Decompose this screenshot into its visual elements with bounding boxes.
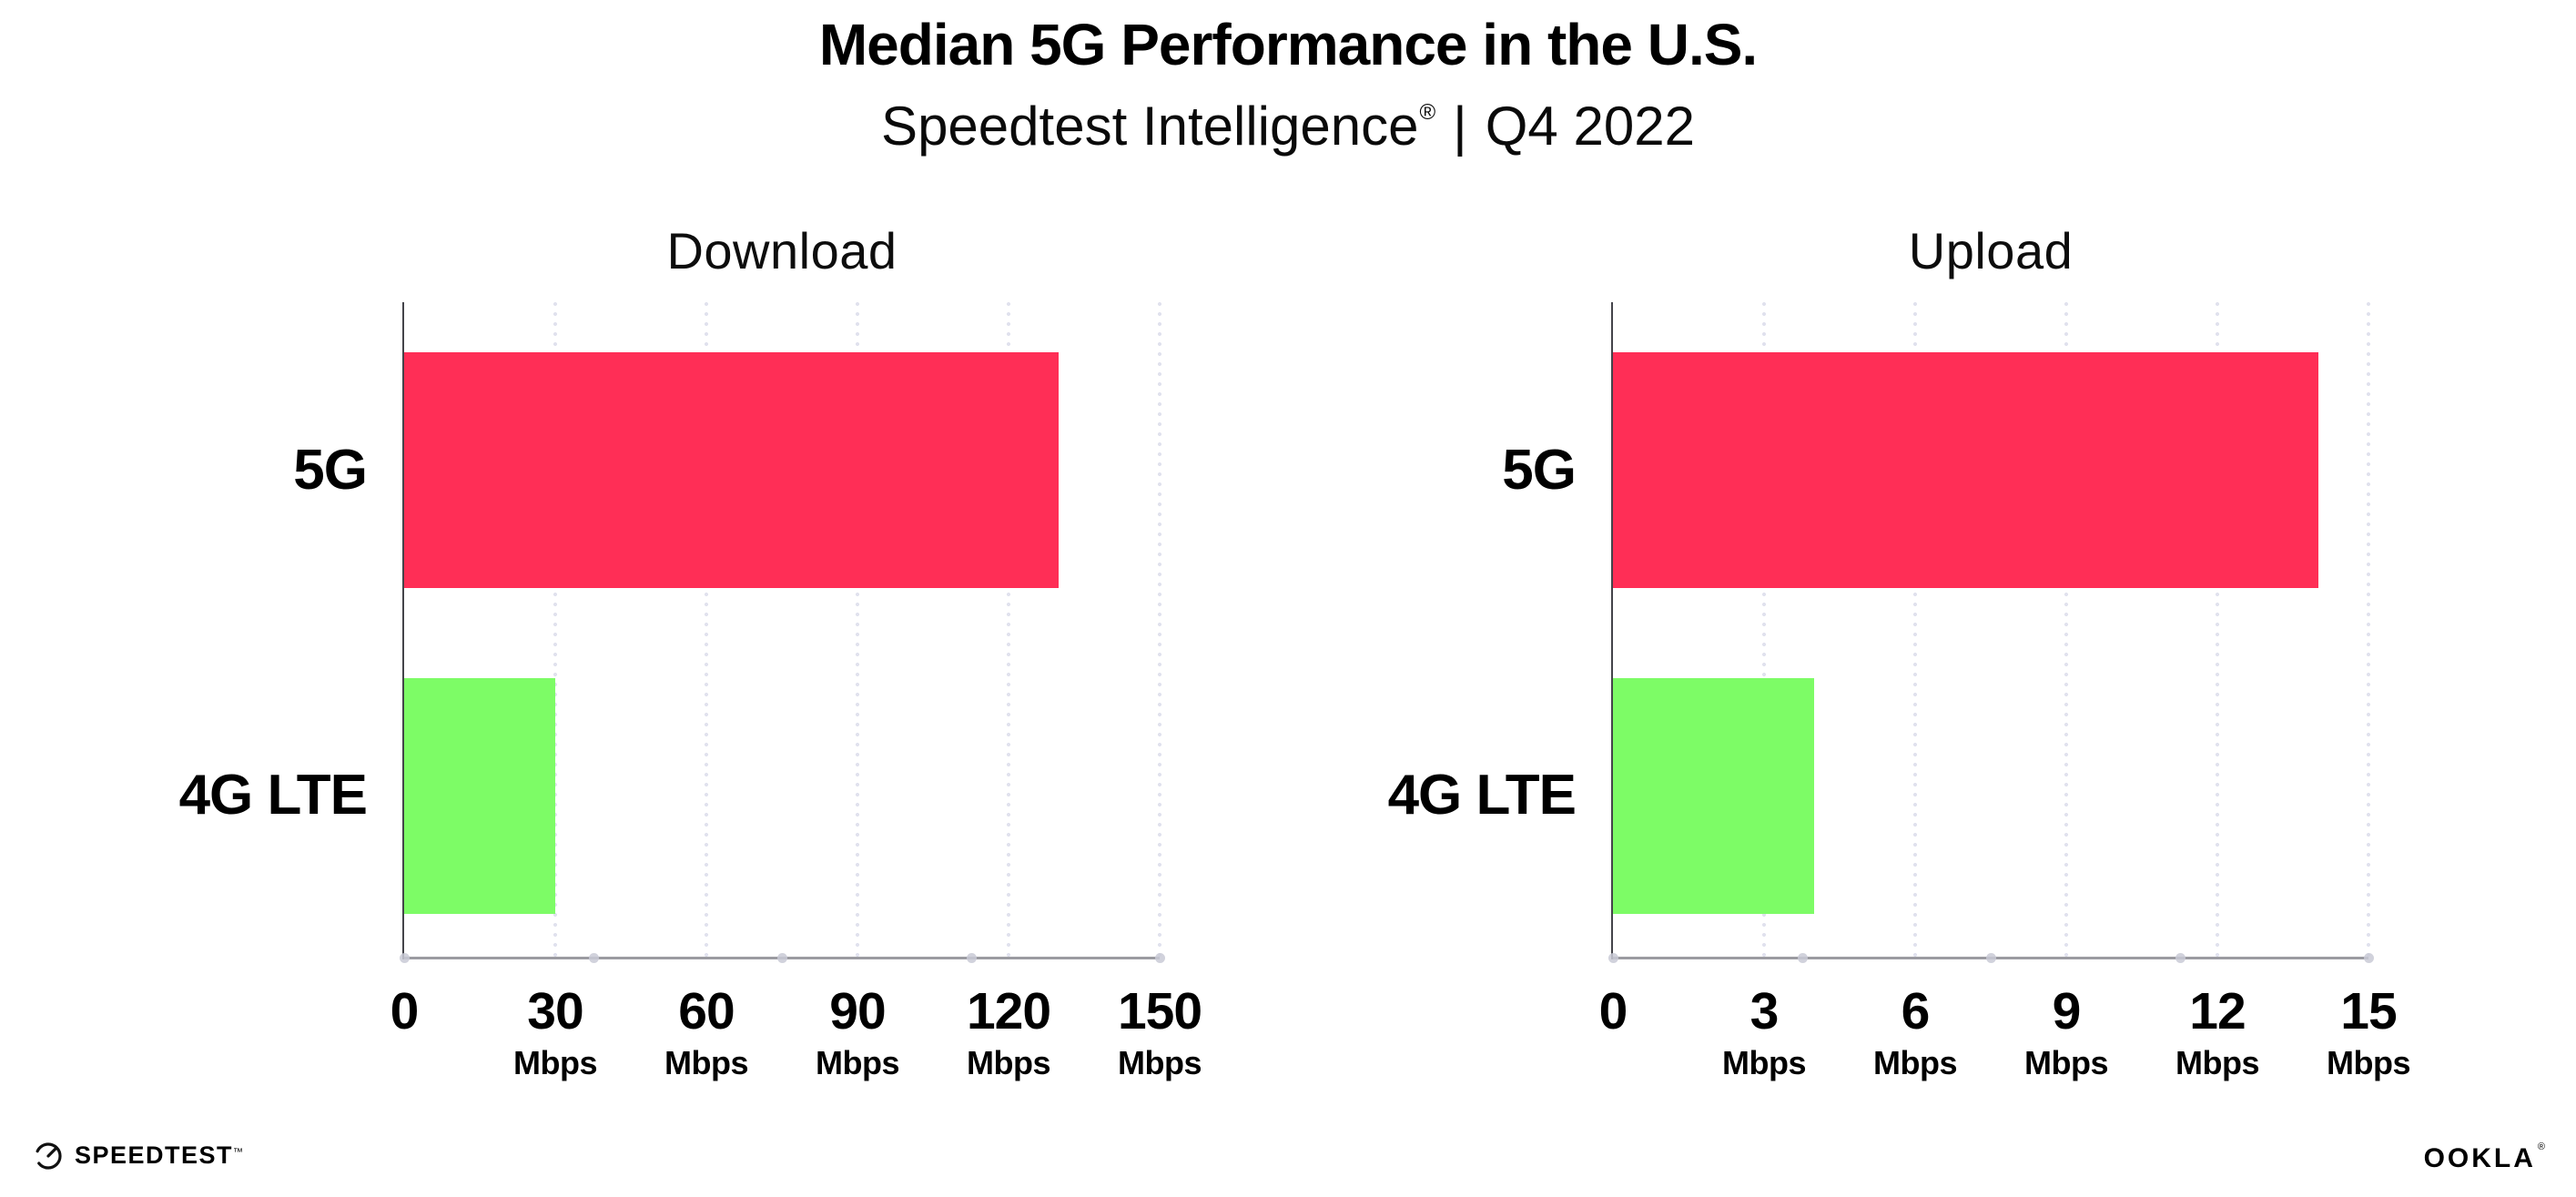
category-label-5g: 5G (1502, 439, 1577, 502)
x-tick: 12 Mbps (2175, 982, 2260, 1081)
page-subtitle: Speedtest Intelligence® | Q4 2022 (0, 95, 2576, 157)
x-tick-value: 3 (1749, 982, 1780, 1040)
x-tick-unit: Mbps (2327, 1044, 2411, 1081)
chart-upload: Upload 5G 4G LTE 0 3 Mbps 6 Mbps 9 Mbps 12 Mbps 15 M… (1388, 222, 2411, 1080)
bar-4g-lte (404, 678, 555, 914)
x-tick: 3 Mbps (1722, 982, 1807, 1081)
bar-5g (404, 352, 1060, 588)
axis-tick-dot (966, 953, 977, 963)
x-tick-unit: Mbps (664, 1044, 749, 1081)
axis-tick-dot (1797, 953, 1808, 963)
speedtest-label: SPEEDTEST (75, 1141, 234, 1169)
y-axis-line (402, 302, 404, 959)
trademark-mark: ™ (233, 1146, 244, 1158)
x-tick-unit: Mbps (1117, 1044, 1202, 1081)
x-tick-unit: Mbps (1873, 1044, 1958, 1081)
gridline (2216, 302, 2219, 959)
x-tick: 150 Mbps (1118, 986, 1202, 1080)
ookla-registered-mark: ® (2537, 1141, 2545, 1152)
gridline (2064, 302, 2068, 959)
axis-tick-dot (588, 953, 599, 963)
category-label-5g: 5G (293, 439, 368, 502)
x-tick: 120 Mbps (966, 982, 1051, 1081)
page-title: Median 5G Performance in the U.S. (818, 12, 1758, 77)
registered-mark: ® (1419, 100, 1436, 125)
y-axis-line (1611, 302, 1613, 959)
x-tick-unit: Mbps (1722, 1044, 1807, 1081)
x-tick-value: 15 (2340, 982, 2397, 1040)
category-label-4g-lte: 4G LTE (1387, 764, 1577, 827)
gridline (856, 302, 859, 959)
gridline (1158, 302, 1161, 959)
x-tick: 15 Mbps (2327, 982, 2411, 1081)
x-tick-value: 90 (829, 982, 886, 1040)
x-tick-value: 150 (1117, 982, 1202, 1040)
x-tick-value: 9 (2052, 982, 2082, 1040)
x-tick-value: 60 (678, 982, 735, 1040)
chart-download: Download 5G 4G LTE 0 30 Mbps 60 Mbps 90 Mbps 120 M… (179, 222, 1202, 1080)
x-tick-unit: Mbps (513, 1044, 598, 1081)
x-tick-value: 120 (966, 982, 1051, 1040)
axis-tick-dot (2364, 953, 2374, 963)
subtitle-period: Q4 2022 (1485, 96, 1695, 157)
plot-area-download: 5G 4G LTE 0 30 Mbps 60 Mbps 90 Mbps 120 Mbps 150 Mbp… (179, 302, 1202, 1080)
x-tick-unit: Mbps (816, 1044, 900, 1081)
x-tick: 30 Mbps (513, 982, 598, 1081)
x-tick-value: 30 (527, 982, 583, 1040)
subtitle-separator: | (1453, 96, 1467, 157)
gridline (2367, 302, 2370, 959)
ookla-logo: OOKLA ® (2423, 1141, 2545, 1174)
gridline (1913, 302, 1917, 959)
x-tick-value: 0 (390, 982, 420, 1040)
axis-tick-dot (1608, 953, 1618, 963)
axis-tick-dot (777, 953, 787, 963)
x-tick: 0 (390, 982, 420, 1040)
axis-tick-dot (400, 953, 410, 963)
x-tick-unit: Mbps (966, 1044, 1051, 1081)
x-tick-value: 12 (2189, 982, 2246, 1040)
axis-tick-dot (1986, 953, 1996, 963)
category-label-4g-lte: 4G LTE (178, 764, 368, 827)
x-tick: 90 Mbps (816, 982, 900, 1081)
axis-tick-dot (2175, 953, 2186, 963)
gridline (1762, 302, 1766, 959)
bar-5g (1613, 352, 2318, 588)
plot-area-upload: 5G 4G LTE 0 3 Mbps 6 Mbps 9 Mbps 12 Mbps 15 Mbps (1388, 302, 2411, 1080)
gridline (1007, 302, 1010, 959)
x-tick-value: 6 (1901, 982, 1931, 1040)
speedtest-logo: SPEEDTEST™ (33, 1140, 243, 1171)
x-tick: 60 Mbps (664, 982, 749, 1081)
bar-4g-lte (1613, 678, 1815, 914)
chart-title-download: Download (666, 222, 898, 279)
subtitle-brand: Speedtest Intelligence (881, 96, 1419, 157)
x-tick-unit: Mbps (2175, 1044, 2260, 1081)
x-tick-unit: Mbps (2024, 1044, 2109, 1081)
gridline (705, 302, 708, 959)
x-tick-value: 0 (1598, 982, 1628, 1040)
x-tick: 6 Mbps (1873, 982, 1958, 1081)
axis-tick-dot (1155, 953, 1165, 963)
x-tick: 9 Mbps (2024, 982, 2109, 1081)
ookla-label: OOKLA (2423, 1143, 2536, 1173)
speedtest-gauge-icon (35, 1142, 62, 1170)
x-tick: 0 (1599, 986, 1628, 1038)
chart-title-upload: Upload (1908, 222, 2074, 279)
gridline (553, 302, 557, 959)
